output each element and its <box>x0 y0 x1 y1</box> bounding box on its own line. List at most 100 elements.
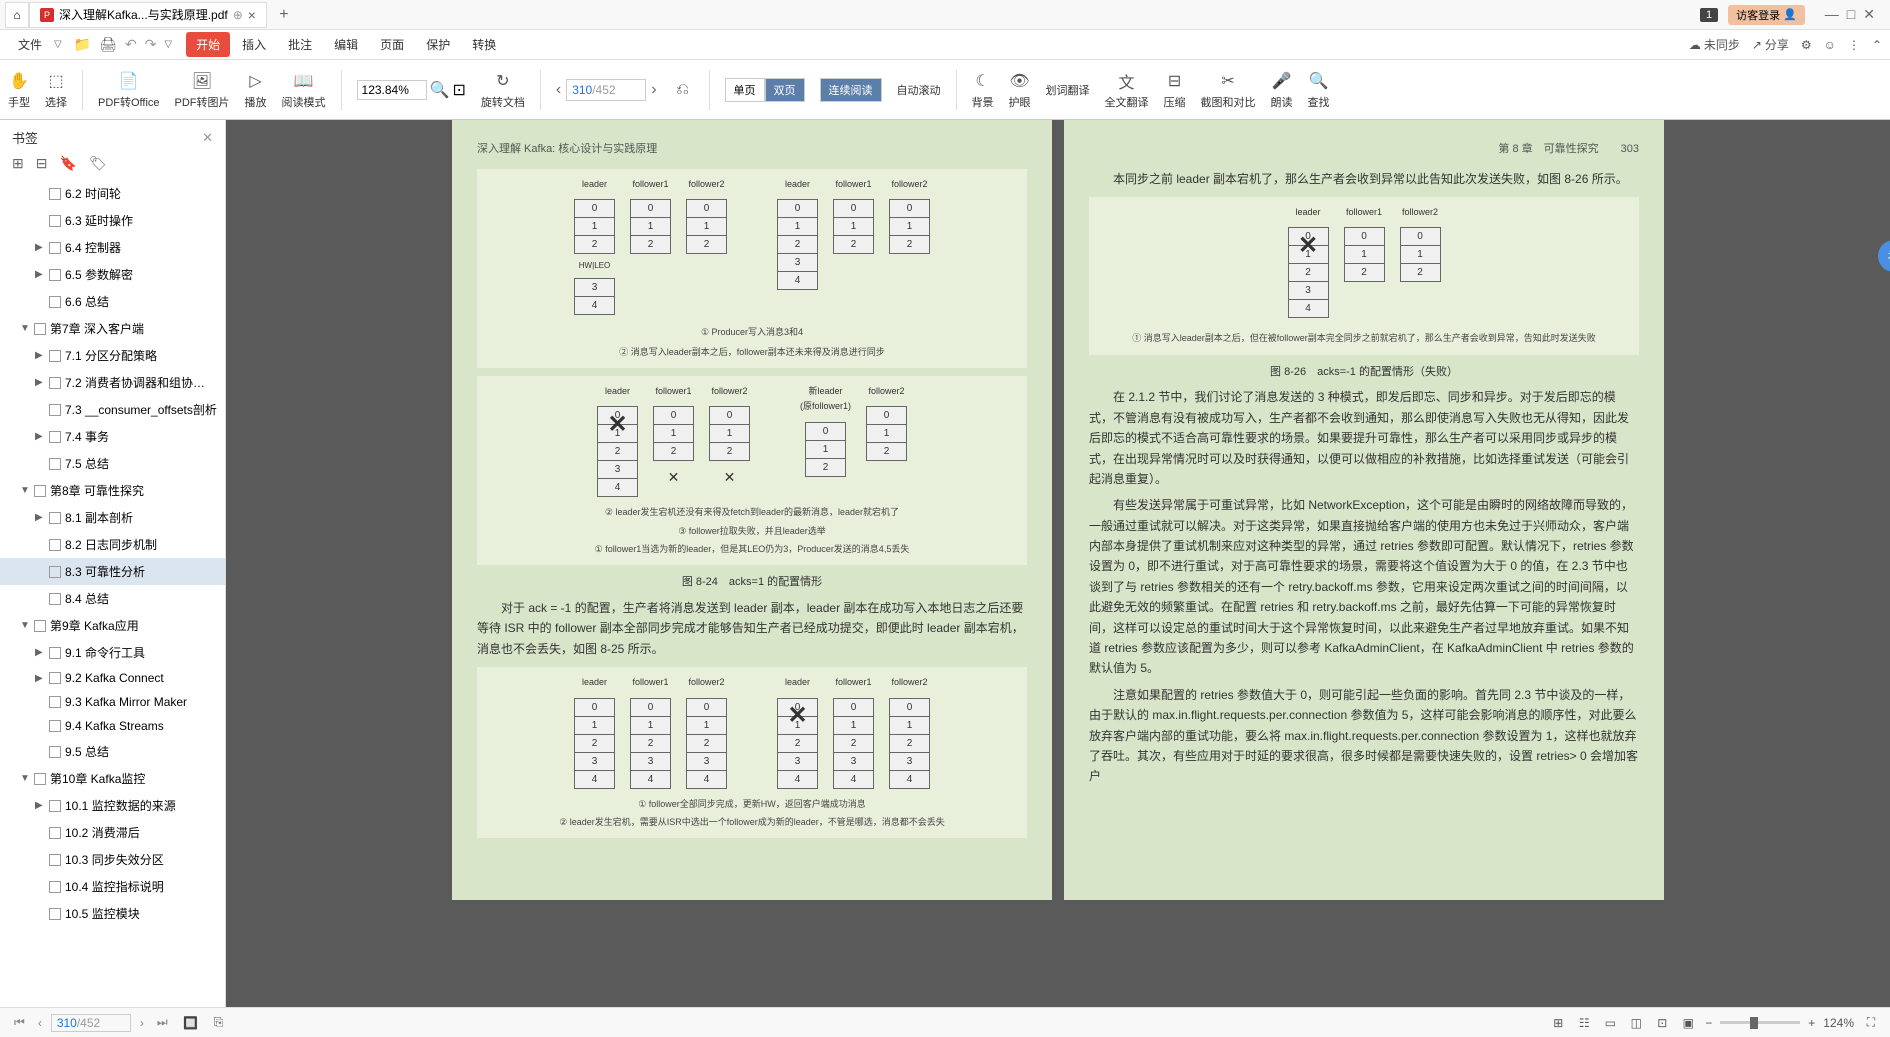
bookmark-item[interactable]: 6.2 时间轮 <box>0 180 225 207</box>
status-tool2-icon[interactable]: ⎘ <box>210 1014 228 1032</box>
bookmark-item[interactable]: ▶10.1 监控数据的来源 <box>0 792 225 819</box>
menu-annotate[interactable]: 批注 <box>278 32 322 57</box>
page-input[interactable]: 310 /452 <box>566 79 646 101</box>
prev-page-button-status[interactable]: ‹ <box>34 1014 46 1032</box>
document-area[interactable]: 深入理解 Kafka: 核心设计与实践原理 leader 012 HW|LEO … <box>226 120 1890 1007</box>
next-page-button[interactable]: › <box>651 81 656 99</box>
menu-dropdown-icon[interactable]: ▽ <box>54 39 62 50</box>
bookmark-item[interactable]: 9.3 Kafka Mirror Maker <box>0 690 225 714</box>
open-icon[interactable]: 📁 <box>74 36 91 53</box>
sync-status[interactable]: ☁ 未同步 <box>1689 36 1740 53</box>
bookmark-item[interactable]: 10.3 同步失效分区 <box>0 846 225 873</box>
bookmark-item[interactable]: ▼第7章 深入客户端 <box>0 315 225 342</box>
bookmark-item[interactable]: 8.3 可靠性分析 <box>0 558 225 585</box>
tool-autoscroll[interactable]: 自动滚动 <box>897 82 941 98</box>
tool-read-aloud[interactable]: 🎤 朗读 <box>1271 70 1293 110</box>
dropdown-icon[interactable]: ▽ <box>164 39 172 50</box>
bookmark-item[interactable]: 10.4 监控指标说明 <box>0 873 225 900</box>
bookmark-item[interactable]: 6.3 延时操作 <box>0 207 225 234</box>
tool-compress[interactable]: ⊟ 压缩 <box>1164 70 1186 110</box>
bookmark-item[interactable]: ▶6.4 控制器 <box>0 234 225 261</box>
bookmark-item[interactable]: ▶8.1 副本剖析 <box>0 504 225 531</box>
bookmark-item[interactable]: 7.5 总结 <box>0 450 225 477</box>
tool-select[interactable]: ⬚ 选择 <box>45 70 67 110</box>
bookmark-item[interactable]: ▶7.1 分区分配策略 <box>0 342 225 369</box>
tool-full-trans[interactable]: 文 全文翻译 <box>1105 70 1149 110</box>
bookmark-item[interactable]: ▼第10章 Kafka监控 <box>0 765 225 792</box>
menu-page[interactable]: 页面 <box>370 32 414 57</box>
bookmark-add-icon[interactable]: 🏷 <box>89 155 107 172</box>
close-icon[interactable]: × <box>248 7 256 23</box>
status-tool-icon[interactable]: 🔲 <box>182 1014 200 1032</box>
tab-document[interactable]: P 深入理解Kafka...与实践原理.pdf ⊕ × <box>29 2 267 28</box>
bookmark-item[interactable]: 8.2 日志同步机制 <box>0 531 225 558</box>
float-assistant-button[interactable]: 福 <box>1878 240 1890 272</box>
bookmark-item[interactable]: 10.5 监控模块 <box>0 900 225 927</box>
bookmark-item[interactable]: ▶7.2 消费者协调器和组协调器 <box>0 369 225 396</box>
tool-eye[interactable]: 👁 护眼 <box>1009 70 1031 110</box>
bookmark-item[interactable]: 9.4 Kafka Streams <box>0 714 225 738</box>
tool-word-trans[interactable]: 划词翻译 <box>1046 82 1090 98</box>
menu-convert[interactable]: 转换 <box>462 32 506 57</box>
menu-insert[interactable]: 插入 <box>232 32 276 57</box>
zoom-in-button[interactable]: + <box>1808 1016 1815 1030</box>
bookmark-item[interactable]: 8.4 总结 <box>0 585 225 612</box>
zoom-control[interactable]: 123.84% 🔍 ⊡ <box>357 80 466 100</box>
redo-icon[interactable]: ↷ <box>145 36 157 53</box>
zoom-percent[interactable]: 124% <box>1823 1016 1854 1030</box>
view5-icon[interactable]: ⊡ <box>1653 1014 1671 1032</box>
notification-badge[interactable]: 1 <box>1700 8 1718 22</box>
expand-all-icon[interactable]: ⊞ <box>12 155 24 172</box>
last-page-button[interactable]: ⏭ <box>153 1013 172 1032</box>
tab-home[interactable]: ⌂ <box>5 2 29 28</box>
tool-find[interactable]: 🔍 查找 <box>1308 70 1330 110</box>
undo-icon[interactable]: ↶ <box>125 36 137 53</box>
view2-icon[interactable]: ☷ <box>1575 1014 1593 1032</box>
status-page-input[interactable]: 310 /452 <box>51 1014 131 1032</box>
tool-rotate[interactable]: ↻ 旋转文档 <box>481 70 525 110</box>
menu-start[interactable]: 开始 <box>186 32 230 57</box>
bookmark-item[interactable]: 7.3 __consumer_offsets剖析 <box>0 396 225 423</box>
bookmark-item[interactable]: ▶7.4 事务 <box>0 423 225 450</box>
view3-icon[interactable]: ▭ <box>1601 1014 1619 1032</box>
zoom-out-icon[interactable]: 🔍 <box>430 80 450 100</box>
close-window-button[interactable]: ✕ <box>1863 6 1875 23</box>
next-page-button-status[interactable]: › <box>136 1014 148 1032</box>
bookmark-item[interactable]: ▼第8章 可靠性探究 <box>0 477 225 504</box>
first-page-button[interactable]: ⏮ <box>10 1013 29 1032</box>
bookmark-item[interactable]: 6.6 总结 <box>0 288 225 315</box>
tool-read-mode[interactable]: 📖 阅读模式 <box>282 70 326 110</box>
tool-crop[interactable]: ✂ 截图和对比 <box>1201 70 1256 110</box>
bookmark-item[interactable]: ▼第9章 Kafka应用 <box>0 612 225 639</box>
share-button[interactable]: ↗ 分享 <box>1752 36 1789 53</box>
view6-icon[interactable]: ▣ <box>1679 1014 1697 1032</box>
settings-icon[interactable]: ⚙ <box>1801 38 1812 52</box>
tool-background[interactable]: ☾ 背景 <box>972 70 994 110</box>
maximize-button[interactable]: □ <box>1847 6 1855 23</box>
sidebar-close-icon[interactable]: ✕ <box>202 130 213 146</box>
menu-protect[interactable]: 保护 <box>416 32 460 57</box>
bookmark-item[interactable]: 10.2 消费滞后 <box>0 819 225 846</box>
tool-navigate[interactable]: ⎌ <box>672 79 694 101</box>
view-double[interactable]: 双页 <box>765 78 805 102</box>
help-icon[interactable]: ☺ <box>1824 38 1836 52</box>
fullscreen-icon[interactable]: ⛶ <box>1862 1014 1880 1032</box>
menu-edit[interactable]: 编辑 <box>324 32 368 57</box>
view-single[interactable]: 单页 <box>725 78 765 102</box>
prev-page-button[interactable]: ‹ <box>556 81 561 99</box>
bookmark-item[interactable]: ▶6.5 参数解密 <box>0 261 225 288</box>
collapse-all-icon[interactable]: ⊟ <box>36 155 48 172</box>
print-icon[interactable]: 🖨 <box>99 36 117 53</box>
view4-icon[interactable]: ◫ <box>1627 1014 1645 1032</box>
more-icon[interactable]: ⋮ <box>1848 38 1860 52</box>
menu-file[interactable]: 文件 <box>8 32 52 57</box>
tool-hand[interactable]: ✋ 手型 <box>8 70 30 110</box>
view-continuous[interactable]: 连续阅读 <box>820 78 882 102</box>
bookmark-item[interactable]: 9.5 总结 <box>0 738 225 765</box>
tool-pdf-image[interactable]: 🖼 PDF转图片 <box>175 70 230 110</box>
bookmark-item[interactable]: ▶9.2 Kafka Connect <box>0 666 225 690</box>
zoom-out-button[interactable]: − <box>1705 1016 1712 1030</box>
login-button[interactable]: 访客登录 👤 <box>1728 5 1805 25</box>
bookmark-icon[interactable]: 🔖 <box>59 155 76 172</box>
collapse-icon[interactable]: ⌃ <box>1872 38 1882 52</box>
